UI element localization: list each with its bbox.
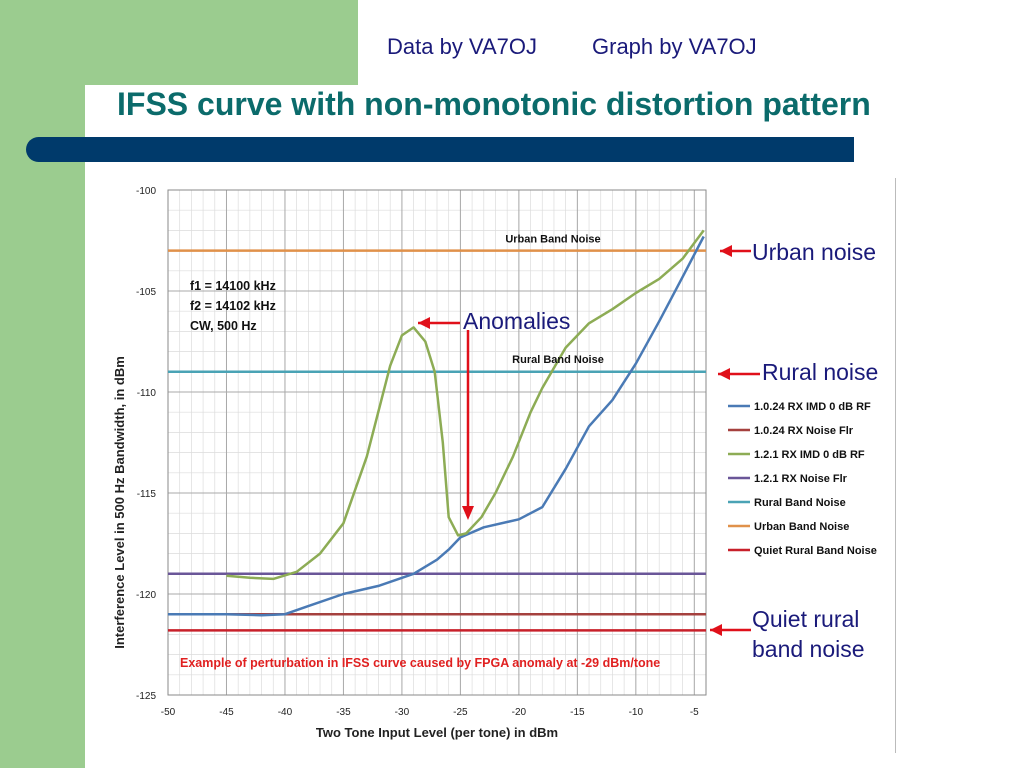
inset-text-line: CW, 500 Hz (190, 319, 257, 333)
series-line-1-0-24-rx-imd-0-db-rf (168, 235, 705, 617)
x-tick-label: -50 (161, 707, 176, 718)
y-tick-label: -115 (137, 489, 157, 500)
graph-credit: Graph by VA7OJ (592, 34, 757, 59)
legend-label: 1.0.24 RX Noise Flr (754, 425, 854, 437)
y-axis-title: Interference Level in 500 Hz Bandwidth, … (112, 356, 127, 649)
x-tick-label: -45 (219, 707, 234, 718)
legend-label: 1.2.1 RX Noise Flr (754, 473, 848, 485)
title-underline-bar (26, 137, 854, 162)
callout-urban-noise: Urban noise (752, 239, 877, 265)
x-tick-label: -35 (336, 707, 351, 718)
divider-line (895, 178, 896, 753)
x-tick-label: -5 (690, 707, 699, 718)
y-tick-label: -105 (136, 287, 156, 298)
fpga-annotation: Example of perturbation in IFSS curve ca… (180, 656, 660, 670)
arrow-anomalies-down-head (462, 506, 474, 520)
page-title: IFSS curve with non-monotonic distortion… (117, 86, 871, 122)
y-tick-label: -125 (136, 691, 156, 702)
y-tick-label: -120 (136, 590, 156, 601)
y-tick-label: -100 (136, 186, 156, 197)
arrow-anomalies-left-head (418, 317, 430, 329)
arrow-quiet-rural-head (710, 624, 722, 636)
inset-text-line: f2 = 14102 kHz (190, 299, 276, 313)
callout-anomalies: Anomalies (463, 308, 571, 334)
x-tick-label: -40 (278, 707, 293, 718)
x-tick-label: -10 (629, 707, 644, 718)
y-tick-label: -110 (137, 388, 157, 399)
x-axis-title: Two Tone Input Level (per tone) in dBm (316, 725, 558, 740)
plot-border (167, 189, 707, 696)
callout-quiet-rural-line1: Quiet rural (752, 606, 860, 632)
urban-line-label: Urban Band Noise (505, 234, 600, 246)
x-tick-label: -15 (570, 707, 585, 718)
x-tick-label: -20 (512, 707, 527, 718)
rural-line-label: Rural Band Noise (512, 354, 604, 366)
left-accent-bar (0, 0, 85, 768)
legend-label: 1.0.24 RX IMD 0 dB RF (754, 401, 871, 413)
legend-label: Urban Band Noise (754, 521, 849, 533)
callout-rural-noise: Rural noise (762, 359, 879, 385)
callout-quiet-rural-line2: band noise (752, 636, 865, 662)
data-credit: Data by VA7OJ (387, 34, 537, 59)
x-tick-label: -25 (453, 707, 468, 718)
inset-text-line: f1 = 14100 kHz (190, 279, 276, 293)
x-tick-label: -30 (395, 707, 410, 718)
arrow-urban-head (720, 245, 732, 257)
legend-label: Quiet Rural Band Noise (754, 545, 877, 557)
legend-label: Rural Band Noise (754, 497, 846, 509)
arrow-rural-head (718, 368, 730, 380)
legend-label: 1.2.1 RX IMD 0 dB RF (754, 449, 865, 461)
series-line-1-2-1-rx-imd-0-db-rf (226, 229, 705, 581)
